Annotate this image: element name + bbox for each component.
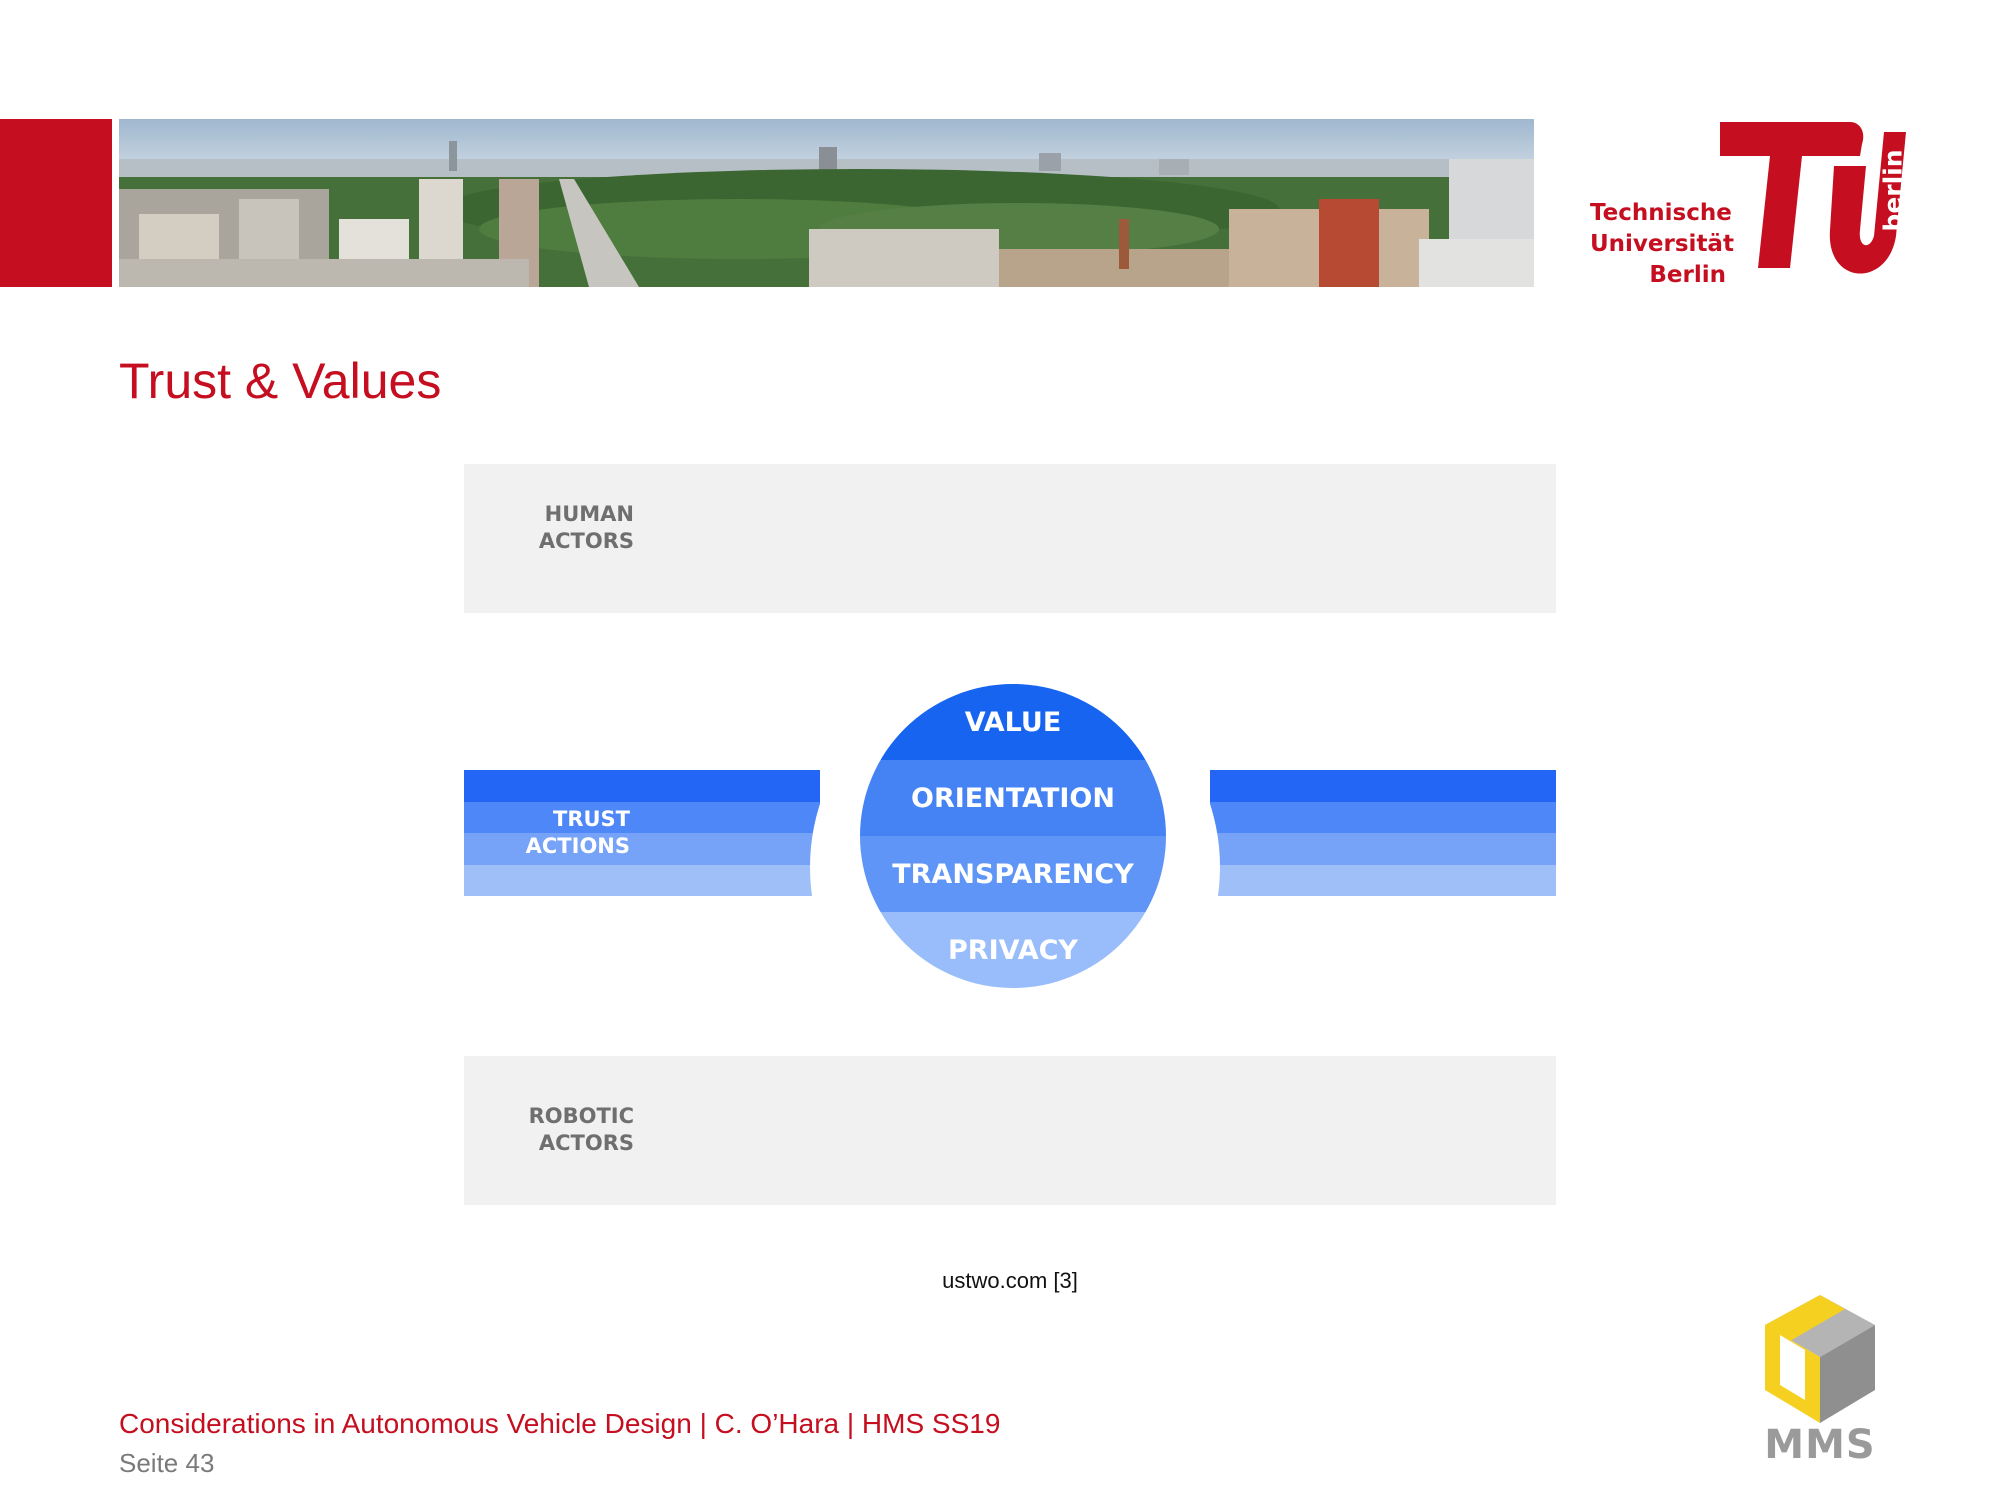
band-stripe	[464, 770, 820, 802]
source-caption: ustwo.com [3]	[942, 1268, 1078, 1293]
tu-logo-mark-icon	[1720, 122, 1906, 274]
robotic-actors-label: ROBOTIC ACTORS	[474, 1103, 634, 1157]
mms-cube-icon	[1765, 1295, 1875, 1423]
trust-actions-label-line: TRUST	[553, 807, 630, 831]
city-panorama-image	[119, 119, 1534, 287]
band-stripe	[464, 864, 820, 896]
tu-wordmark-line: Berlin	[1649, 262, 1726, 288]
circle-layer-transparency: TRANSPARENCY	[860, 836, 1166, 912]
band-stripe	[464, 833, 820, 865]
trust-actions-band-right	[1210, 770, 1556, 896]
tu-wordmark-line: Technische	[1590, 200, 1732, 226]
footer-course-line: Considerations in Autonomous Vehicle Des…	[119, 1408, 1001, 1439]
human-actors-label-line: ACTORS	[538, 529, 634, 553]
band-stripe	[464, 801, 820, 833]
page-number: Seite 43	[119, 1448, 215, 1478]
tu-logo-berlin-text: berlin	[1878, 149, 1908, 232]
band-stripe	[1210, 833, 1556, 865]
robotic-actors-label-line: ACTORS	[538, 1131, 634, 1155]
tu-berlin-logo: Technische Universität Berlin	[1590, 118, 1906, 293]
robotic-actors-panel: ROBOTIC ACTORS	[464, 1056, 1556, 1205]
value-circle: VALUE ORIENTATION TRANSPARENCY PRIVACY	[860, 684, 1166, 988]
slide-title: Trust & Values	[119, 353, 442, 409]
mms-wordmark: MMS	[1764, 1422, 1876, 1468]
trust-actions-label-line: ACTIONS	[525, 834, 630, 858]
mms-logo: MMS	[1745, 1295, 1895, 1470]
band-stripe	[1210, 801, 1556, 833]
robotic-actors-label-line: ROBOTIC	[528, 1104, 634, 1128]
circle-layer-value: VALUE	[860, 684, 1166, 760]
band-stripe	[1210, 770, 1556, 802]
header-red-accent	[0, 119, 112, 287]
tu-wordmark-line: Universität	[1590, 231, 1734, 257]
band-stripe	[1210, 864, 1556, 896]
circle-layer-orientation: ORIENTATION	[860, 760, 1166, 836]
human-actors-label-line: HUMAN	[544, 502, 634, 526]
tu-wordmark: Technische Universität Berlin	[1590, 198, 1734, 291]
trust-actions-label: TRUST ACTIONS	[464, 806, 630, 860]
trust-actions-band-left	[464, 770, 820, 896]
human-actors-label: HUMAN ACTORS	[474, 501, 634, 555]
human-actors-panel: HUMAN ACTORS	[464, 464, 1556, 613]
